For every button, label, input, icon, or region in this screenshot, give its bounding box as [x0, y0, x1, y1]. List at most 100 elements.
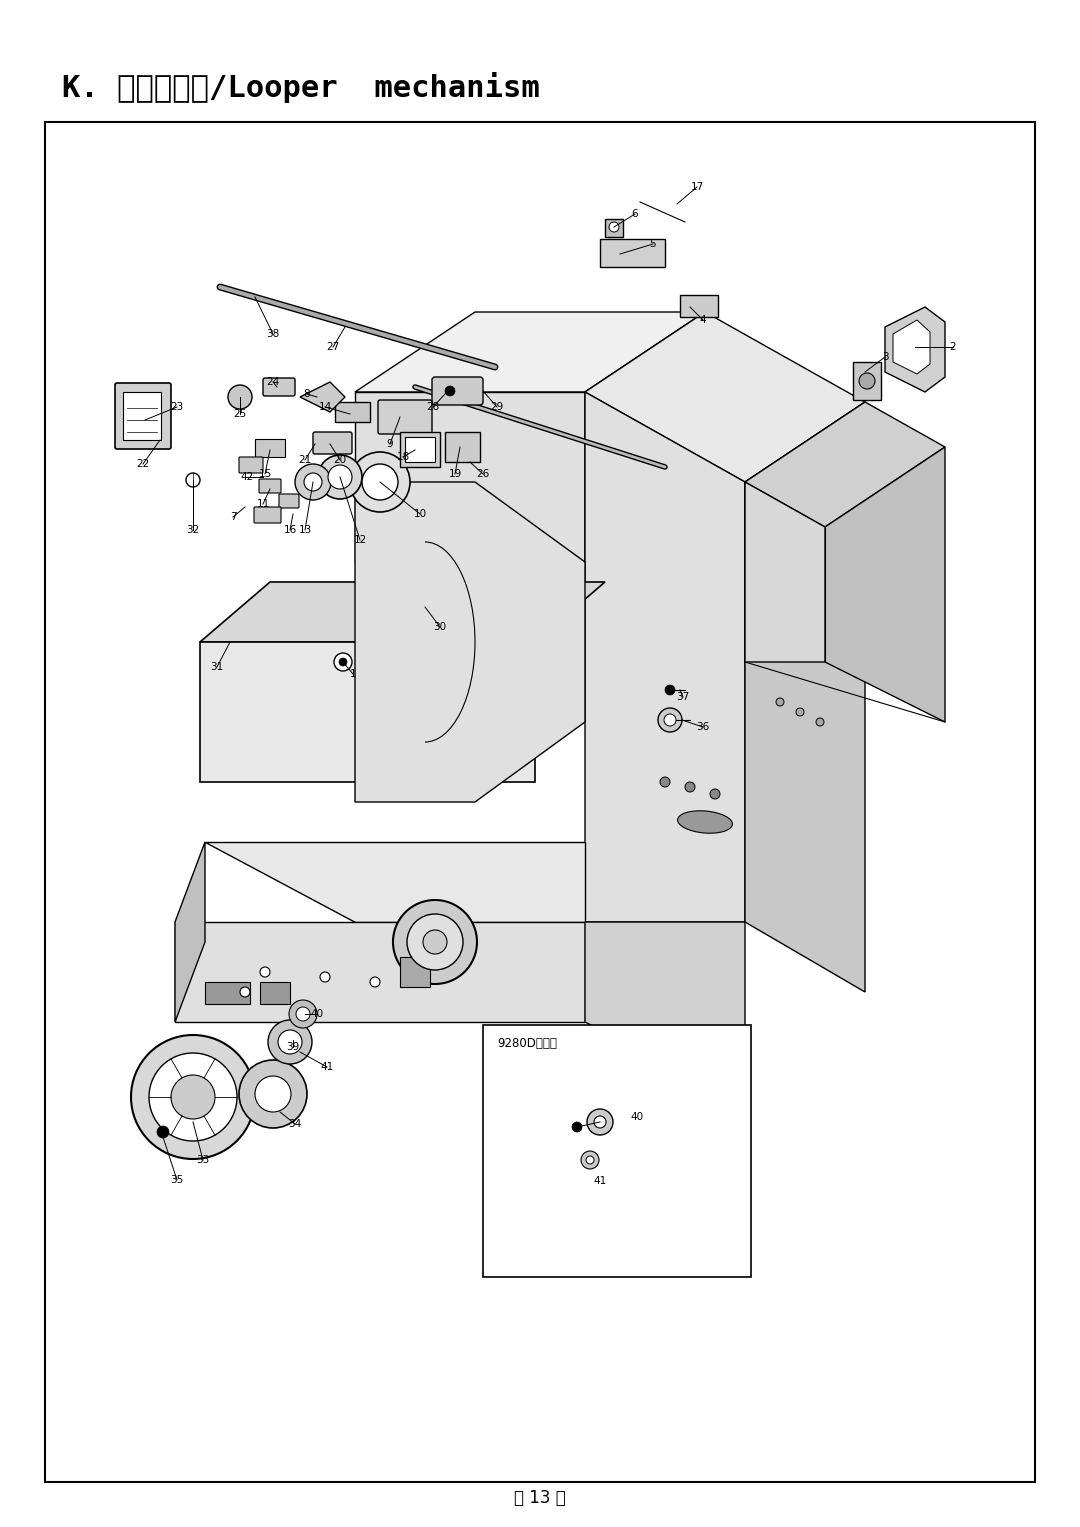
Circle shape — [255, 1077, 291, 1112]
Text: 23: 23 — [171, 402, 184, 412]
Text: 25: 25 — [233, 409, 246, 418]
Text: 15: 15 — [258, 469, 272, 479]
Text: 9: 9 — [387, 438, 393, 449]
FancyBboxPatch shape — [264, 379, 295, 395]
Text: 35: 35 — [171, 1174, 184, 1185]
Text: 41: 41 — [321, 1061, 334, 1072]
Text: 33: 33 — [197, 1154, 210, 1165]
Text: 17: 17 — [690, 182, 704, 192]
FancyBboxPatch shape — [254, 507, 281, 524]
Bar — [255, 438, 285, 457]
Circle shape — [445, 386, 455, 395]
Text: 34: 34 — [288, 1119, 301, 1128]
Bar — [605, 218, 623, 237]
Circle shape — [407, 915, 463, 970]
Polygon shape — [825, 447, 945, 722]
Text: 21: 21 — [298, 455, 312, 466]
Text: 36: 36 — [697, 722, 710, 731]
Text: 27: 27 — [326, 342, 339, 353]
Text: 30: 30 — [433, 621, 446, 632]
Bar — [445, 432, 480, 463]
Circle shape — [320, 973, 330, 982]
Text: 40: 40 — [630, 1112, 643, 1122]
Bar — [260, 982, 291, 1003]
Text: 28: 28 — [427, 402, 440, 412]
Text: 37: 37 — [676, 692, 690, 702]
Circle shape — [131, 1035, 255, 1159]
Bar — [400, 432, 440, 467]
Circle shape — [149, 1054, 237, 1141]
Text: 1: 1 — [350, 669, 356, 680]
Text: 13: 13 — [298, 525, 312, 534]
Circle shape — [296, 1006, 310, 1022]
Text: 31: 31 — [211, 663, 224, 672]
Polygon shape — [200, 582, 605, 641]
Text: 19: 19 — [448, 469, 461, 479]
Bar — [123, 392, 161, 440]
FancyBboxPatch shape — [378, 400, 432, 434]
Circle shape — [339, 658, 347, 666]
Circle shape — [228, 385, 252, 409]
Text: 18: 18 — [396, 452, 409, 463]
Text: 9280D机型用: 9280D机型用 — [497, 1037, 557, 1051]
FancyBboxPatch shape — [432, 377, 483, 405]
FancyBboxPatch shape — [313, 432, 352, 454]
Polygon shape — [745, 402, 865, 993]
Circle shape — [859, 373, 875, 389]
Text: 20: 20 — [334, 455, 347, 466]
Circle shape — [572, 1122, 582, 1132]
Bar — [853, 362, 881, 400]
Circle shape — [588, 1109, 613, 1135]
FancyBboxPatch shape — [114, 383, 171, 449]
Polygon shape — [745, 402, 945, 527]
Text: 4: 4 — [700, 315, 706, 325]
Polygon shape — [885, 307, 945, 392]
Text: 32: 32 — [187, 525, 200, 534]
Polygon shape — [585, 312, 865, 483]
Polygon shape — [355, 392, 585, 562]
Polygon shape — [355, 483, 585, 802]
Circle shape — [796, 709, 804, 716]
Circle shape — [586, 1156, 594, 1164]
Circle shape — [665, 686, 675, 695]
Text: － 13 －: － 13 － — [514, 1489, 566, 1507]
Text: 38: 38 — [267, 328, 280, 339]
Bar — [600, 240, 665, 267]
Circle shape — [328, 466, 352, 489]
Circle shape — [268, 1020, 312, 1064]
Text: 6: 6 — [632, 209, 638, 218]
Text: 12: 12 — [353, 534, 366, 545]
Text: 16: 16 — [283, 525, 297, 534]
Text: 14: 14 — [319, 402, 332, 412]
Circle shape — [350, 452, 410, 512]
Circle shape — [581, 1151, 599, 1170]
Circle shape — [239, 1060, 307, 1128]
Circle shape — [685, 782, 696, 793]
Polygon shape — [893, 321, 930, 374]
Circle shape — [362, 464, 399, 499]
Bar — [680, 295, 718, 318]
Circle shape — [660, 777, 670, 786]
Text: 10: 10 — [414, 508, 427, 519]
Polygon shape — [175, 922, 585, 1022]
Circle shape — [594, 1116, 606, 1128]
Circle shape — [816, 718, 824, 725]
Text: 3: 3 — [881, 353, 889, 362]
Circle shape — [289, 1000, 318, 1028]
Text: 22: 22 — [136, 460, 150, 469]
Text: 39: 39 — [286, 1041, 299, 1052]
Bar — [335, 402, 370, 421]
Polygon shape — [585, 312, 705, 562]
Circle shape — [370, 977, 380, 986]
Polygon shape — [585, 922, 745, 1102]
Circle shape — [609, 221, 619, 232]
Polygon shape — [205, 841, 585, 922]
Circle shape — [303, 473, 322, 492]
Bar — [405, 437, 435, 463]
Text: 41: 41 — [593, 1176, 606, 1186]
Circle shape — [157, 1125, 168, 1138]
Circle shape — [240, 986, 249, 997]
Circle shape — [260, 967, 270, 977]
Text: 29: 29 — [490, 402, 503, 412]
Text: 8: 8 — [303, 389, 310, 399]
